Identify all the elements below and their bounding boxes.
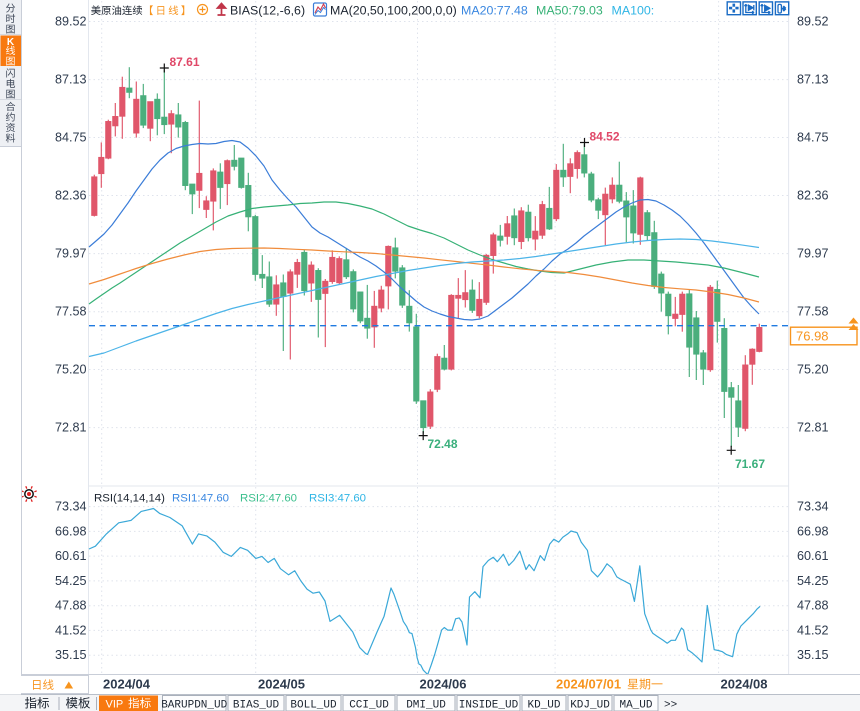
svg-text:35.15: 35.15	[55, 648, 87, 662]
svg-text:MA_UD: MA_UD	[619, 700, 652, 711]
svg-text:47.88: 47.88	[55, 599, 87, 613]
svg-text:35.15: 35.15	[797, 648, 829, 662]
svg-text:MA(20,50,100,200,0,0): MA(20,50,100,200,0,0)	[330, 4, 457, 18]
svg-text:76.98: 76.98	[796, 329, 829, 344]
svg-text:60.61: 60.61	[55, 549, 87, 563]
svg-text:MA100:: MA100:	[612, 4, 655, 18]
svg-text:KD_UD: KD_UD	[527, 700, 560, 711]
svg-text:>>: >>	[664, 700, 677, 711]
svg-text:84.75: 84.75	[55, 131, 87, 145]
svg-text:47.88: 47.88	[797, 599, 829, 613]
svg-text:82.36: 82.36	[55, 189, 87, 203]
svg-text:KDJ_UD: KDJ_UD	[570, 700, 610, 711]
svg-text:BARUPDN_UD: BARUPDN_UD	[161, 700, 227, 711]
svg-text:72.81: 72.81	[55, 421, 87, 435]
svg-text:2024/04: 2024/04	[103, 677, 151, 692]
svg-text:77.58: 77.58	[797, 305, 829, 319]
svg-text:41.52: 41.52	[797, 623, 829, 637]
svg-text:BIAS_UD: BIAS_UD	[233, 700, 280, 711]
svg-text:VIP: VIP	[106, 699, 124, 711]
svg-text:77.58: 77.58	[55, 305, 87, 319]
svg-text:84.52: 84.52	[590, 130, 620, 144]
svg-text:89.52: 89.52	[797, 15, 829, 29]
svg-text:MA50:79.03: MA50:79.03	[536, 4, 603, 18]
svg-text:2024/08: 2024/08	[721, 677, 768, 692]
svg-text:CCI_UD: CCI_UD	[349, 700, 389, 711]
svg-text:72.81: 72.81	[797, 421, 829, 435]
svg-text:79.97: 79.97	[797, 247, 829, 261]
svg-text:89.52: 89.52	[55, 15, 87, 29]
svg-text:87.61: 87.61	[170, 55, 200, 69]
svg-text:66.98: 66.98	[797, 524, 829, 538]
svg-text:DMI_UD: DMI_UD	[406, 700, 446, 711]
svg-text:71.67: 71.67	[735, 457, 765, 471]
svg-text:82.36: 82.36	[797, 189, 829, 203]
svg-text:66.98: 66.98	[55, 524, 87, 538]
svg-text:RSI3:47.60: RSI3:47.60	[309, 493, 366, 505]
svg-text:41.52: 41.52	[55, 623, 87, 637]
svg-text:BOLL_UD: BOLL_UD	[290, 700, 337, 711]
svg-text:54.25: 54.25	[55, 574, 87, 588]
svg-text:60.61: 60.61	[797, 549, 829, 563]
svg-text:2024/06: 2024/06	[420, 677, 467, 692]
svg-text:2024/07/01: 2024/07/01	[556, 677, 621, 692]
svg-text:2024/05: 2024/05	[258, 677, 305, 692]
svg-text:INSIDE_UD: INSIDE_UD	[459, 700, 519, 711]
svg-text:54.25: 54.25	[797, 574, 829, 588]
svg-text:RSI2:47.60: RSI2:47.60	[240, 493, 297, 505]
svg-text:75.20: 75.20	[55, 363, 87, 377]
svg-text:K: K	[7, 37, 15, 48]
svg-text:87.13: 87.13	[797, 73, 829, 87]
svg-text:84.75: 84.75	[797, 131, 829, 145]
svg-text:RSI1:47.60: RSI1:47.60	[172, 493, 229, 505]
svg-text:87.13: 87.13	[55, 73, 87, 87]
svg-text:BIAS(12,-6,6): BIAS(12,-6,6)	[230, 4, 305, 18]
svg-text:73.34: 73.34	[797, 500, 829, 514]
svg-text:79.97: 79.97	[55, 247, 87, 261]
svg-text:75.20: 75.20	[797, 363, 829, 377]
svg-text:73.34: 73.34	[55, 500, 87, 514]
svg-text:MA20:77.48: MA20:77.48	[461, 4, 528, 18]
svg-text:72.48: 72.48	[428, 437, 458, 451]
svg-text:RSI(14,14,14): RSI(14,14,14)	[94, 493, 165, 505]
